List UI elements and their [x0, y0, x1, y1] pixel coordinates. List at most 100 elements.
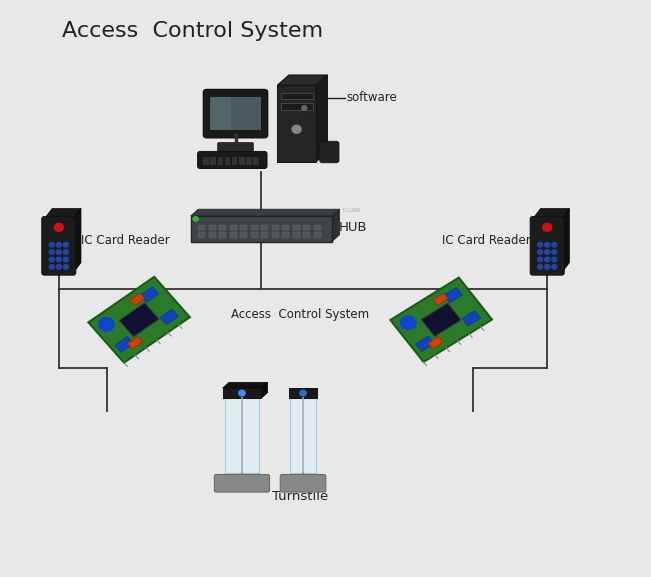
FancyBboxPatch shape	[211, 98, 230, 130]
FancyBboxPatch shape	[219, 233, 227, 238]
FancyBboxPatch shape	[240, 233, 247, 238]
FancyBboxPatch shape	[225, 162, 230, 164]
FancyBboxPatch shape	[246, 162, 251, 164]
FancyBboxPatch shape	[277, 85, 316, 162]
FancyBboxPatch shape	[271, 224, 279, 230]
Circle shape	[545, 265, 550, 269]
Circle shape	[56, 250, 61, 254]
Circle shape	[545, 250, 550, 254]
Circle shape	[49, 250, 54, 254]
Circle shape	[54, 223, 63, 231]
FancyBboxPatch shape	[246, 156, 251, 159]
Circle shape	[63, 257, 68, 262]
FancyBboxPatch shape	[239, 162, 245, 164]
Text: software: software	[347, 92, 398, 104]
FancyBboxPatch shape	[199, 233, 205, 238]
FancyBboxPatch shape	[288, 388, 318, 398]
FancyBboxPatch shape	[203, 162, 209, 164]
Circle shape	[545, 257, 550, 262]
FancyBboxPatch shape	[246, 159, 251, 162]
Polygon shape	[444, 287, 462, 303]
FancyBboxPatch shape	[281, 103, 312, 110]
Polygon shape	[332, 209, 340, 242]
Polygon shape	[421, 304, 461, 336]
Polygon shape	[130, 293, 145, 305]
FancyBboxPatch shape	[225, 156, 230, 159]
FancyBboxPatch shape	[251, 233, 258, 238]
FancyBboxPatch shape	[239, 159, 245, 162]
Circle shape	[551, 265, 557, 269]
Circle shape	[56, 242, 61, 247]
Polygon shape	[428, 336, 443, 349]
FancyBboxPatch shape	[191, 216, 332, 242]
FancyBboxPatch shape	[217, 156, 223, 159]
Text: Access  Control System: Access Control System	[62, 21, 323, 41]
Circle shape	[193, 216, 199, 221]
Circle shape	[63, 250, 68, 254]
Circle shape	[49, 257, 54, 262]
Polygon shape	[115, 337, 133, 353]
FancyBboxPatch shape	[303, 224, 311, 230]
FancyBboxPatch shape	[320, 141, 339, 163]
FancyBboxPatch shape	[314, 233, 321, 238]
FancyBboxPatch shape	[42, 216, 76, 275]
Polygon shape	[261, 383, 268, 398]
FancyBboxPatch shape	[253, 156, 258, 159]
FancyBboxPatch shape	[217, 162, 223, 164]
Polygon shape	[140, 287, 159, 302]
Circle shape	[56, 265, 61, 269]
FancyBboxPatch shape	[253, 159, 258, 162]
Text: Turnstile: Turnstile	[271, 489, 328, 503]
FancyBboxPatch shape	[240, 224, 247, 230]
Polygon shape	[160, 309, 178, 325]
Circle shape	[538, 242, 543, 247]
Circle shape	[56, 257, 61, 262]
Circle shape	[49, 242, 54, 247]
Polygon shape	[533, 209, 570, 219]
Circle shape	[551, 250, 557, 254]
Circle shape	[301, 106, 307, 110]
Polygon shape	[119, 303, 159, 336]
FancyBboxPatch shape	[283, 233, 289, 238]
Polygon shape	[415, 336, 434, 351]
FancyBboxPatch shape	[210, 159, 216, 162]
FancyBboxPatch shape	[203, 156, 209, 159]
Polygon shape	[316, 75, 327, 162]
Circle shape	[63, 265, 68, 269]
FancyBboxPatch shape	[225, 398, 259, 473]
FancyBboxPatch shape	[203, 159, 209, 162]
Text: IC Card Reader: IC Card Reader	[443, 234, 531, 246]
FancyBboxPatch shape	[271, 233, 279, 238]
FancyBboxPatch shape	[232, 162, 238, 164]
FancyBboxPatch shape	[251, 224, 258, 230]
Circle shape	[538, 265, 543, 269]
FancyBboxPatch shape	[230, 224, 237, 230]
Circle shape	[400, 316, 416, 329]
Polygon shape	[89, 277, 190, 363]
Circle shape	[538, 257, 543, 262]
Circle shape	[538, 250, 543, 254]
Text: HUB: HUB	[339, 221, 367, 234]
Circle shape	[543, 223, 551, 231]
Polygon shape	[44, 209, 81, 219]
Polygon shape	[74, 209, 81, 273]
FancyBboxPatch shape	[280, 474, 326, 492]
Text: IC Card Reader: IC Card Reader	[81, 234, 170, 246]
FancyBboxPatch shape	[293, 233, 300, 238]
Polygon shape	[391, 278, 492, 362]
FancyBboxPatch shape	[281, 92, 312, 99]
FancyBboxPatch shape	[261, 224, 268, 230]
FancyBboxPatch shape	[261, 233, 268, 238]
Polygon shape	[191, 209, 340, 216]
FancyBboxPatch shape	[293, 224, 300, 230]
FancyBboxPatch shape	[217, 159, 223, 162]
FancyBboxPatch shape	[303, 233, 311, 238]
Polygon shape	[223, 383, 268, 388]
Circle shape	[99, 317, 114, 331]
FancyBboxPatch shape	[283, 224, 289, 230]
Polygon shape	[277, 75, 327, 85]
Text: D-LINK: D-LINK	[342, 208, 361, 212]
FancyBboxPatch shape	[239, 156, 245, 159]
FancyBboxPatch shape	[209, 224, 216, 230]
FancyBboxPatch shape	[219, 224, 227, 230]
